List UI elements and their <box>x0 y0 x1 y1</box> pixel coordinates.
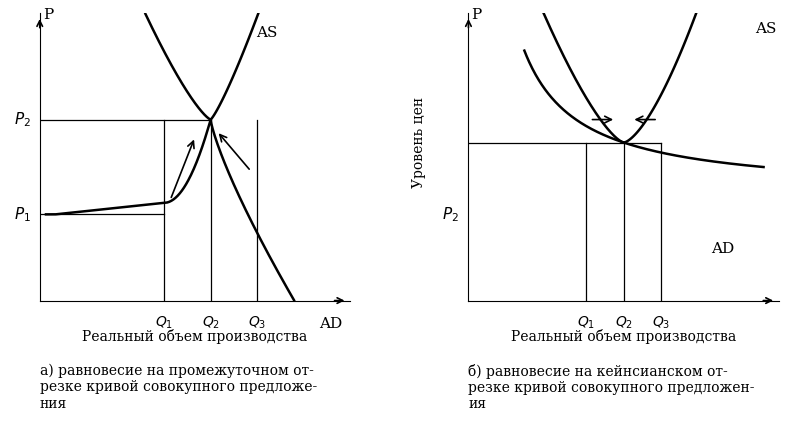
Text: $Q_1$: $Q_1$ <box>577 315 595 332</box>
Text: а) равновесие на промежуточном от-
резке кривой совокупного предложе-
ния: а) равновесие на промежуточном от- резке… <box>40 364 317 411</box>
Text: AS: AS <box>256 27 277 40</box>
Text: $Q_3$: $Q_3$ <box>248 315 266 332</box>
Text: $P_2$: $P_2$ <box>442 205 460 224</box>
Text: $Q_2$: $Q_2$ <box>615 315 633 332</box>
Text: AD: AD <box>711 242 734 256</box>
Text: P: P <box>471 8 482 22</box>
Text: AD: AD <box>320 317 343 331</box>
Text: $Q_2$: $Q_2$ <box>202 315 219 332</box>
Text: Реальный объем производства: Реальный объем производства <box>83 329 308 344</box>
Text: $Q_3$: $Q_3$ <box>652 315 670 332</box>
Text: $Q_1$: $Q_1$ <box>155 315 173 332</box>
Text: P: P <box>43 8 53 22</box>
Text: Реальный объем производства: Реальный объем производства <box>511 329 736 344</box>
Text: б) равновесие на кейнсианском от-
резке кривой совокупного предложен-
ия: б) равновесие на кейнсианском от- резке … <box>468 364 755 411</box>
Text: Уровень цен: Уровень цен <box>412 97 426 188</box>
Text: AS: AS <box>754 22 776 36</box>
Text: $P_1$: $P_1$ <box>14 205 30 224</box>
Text: $P_2$: $P_2$ <box>14 110 30 129</box>
